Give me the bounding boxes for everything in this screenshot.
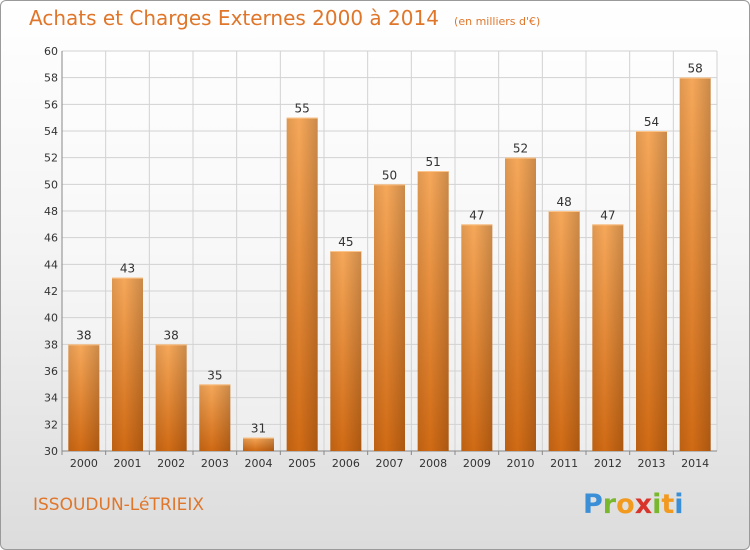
y-tick-label: 56 xyxy=(44,98,58,111)
y-tick-label: 46 xyxy=(44,232,58,245)
y-tick-label: 36 xyxy=(44,365,58,378)
y-tick-label: 44 xyxy=(44,258,58,271)
bar-shade xyxy=(636,131,667,451)
x-tick-label: 2000 xyxy=(70,457,98,470)
bar-shade xyxy=(505,157,536,451)
y-tick-label: 48 xyxy=(44,205,58,218)
data-label: 38 xyxy=(76,328,91,342)
bar-shade xyxy=(679,77,711,452)
x-tick-label: 2007 xyxy=(376,457,404,470)
data-label: 38 xyxy=(164,328,179,342)
y-tick-label: 50 xyxy=(44,178,58,191)
data-label: 35 xyxy=(207,368,222,382)
x-tick-label: 2011 xyxy=(550,457,578,470)
x-tick-label: 2012 xyxy=(594,457,622,470)
y-tick-label: 40 xyxy=(44,312,58,325)
bar-shade xyxy=(548,211,580,451)
x-tick-label: 2010 xyxy=(507,457,535,470)
y-tick-label: 30 xyxy=(44,445,58,458)
x-tick-label: 2014 xyxy=(681,457,709,470)
x-tick-label: 2013 xyxy=(638,457,666,470)
data-label: 54 xyxy=(644,115,659,129)
x-tick-label: 2005 xyxy=(288,457,316,470)
y-tick-label: 42 xyxy=(44,285,58,298)
bar-shade xyxy=(243,437,274,451)
x-tick-label: 2006 xyxy=(332,457,360,470)
data-label: 51 xyxy=(426,155,441,169)
bar-shade xyxy=(112,277,143,451)
y-tick-label: 52 xyxy=(44,152,58,165)
bar-layer xyxy=(68,77,711,452)
data-label: 58 xyxy=(688,62,703,76)
data-label: 43 xyxy=(120,262,135,276)
x-tick-label: 2009 xyxy=(463,457,491,470)
bar-shade xyxy=(68,344,100,451)
bar-shade xyxy=(417,171,449,451)
data-label: 48 xyxy=(557,195,572,209)
chart-subtitle: (en milliers d'€) xyxy=(454,15,541,28)
x-tick-label: 2008 xyxy=(419,457,447,470)
bar-shade xyxy=(155,344,187,451)
label-layer: 38 43 38 35 31 55 45 50 51 47 52 48 47 54 58 xyxy=(76,62,703,436)
y-tick-label: 60 xyxy=(44,45,58,58)
bar-shade xyxy=(374,184,405,452)
data-label: 47 xyxy=(600,208,615,222)
x-tick-label: 2003 xyxy=(201,457,229,470)
data-label: 47 xyxy=(469,208,484,222)
y-tick-label: 38 xyxy=(44,338,58,351)
data-label: 31 xyxy=(251,422,266,436)
bar-shade xyxy=(330,251,362,451)
proxiti-logo[interactable]: Proxiti xyxy=(583,489,684,520)
y-tick-label: 54 xyxy=(44,125,58,138)
data-label: 45 xyxy=(338,235,353,249)
data-label: 52 xyxy=(513,142,528,156)
y-tick-label: 32 xyxy=(44,418,58,431)
x-tick-label: 2002 xyxy=(157,457,185,470)
title-block: Achats et Charges Externes 2000 à 2014 (… xyxy=(29,6,540,30)
bar-shade xyxy=(592,224,624,451)
data-label: 55 xyxy=(295,102,310,116)
y-tick-label: 34 xyxy=(44,392,58,405)
chart-title: Achats et Charges Externes 2000 à 2014 xyxy=(29,6,439,30)
commune-name: ISSOUDUN-LéTRIEIX xyxy=(33,495,205,515)
bar-shade xyxy=(461,224,493,451)
x-tick-label: 2004 xyxy=(245,457,273,470)
data-label: 50 xyxy=(382,168,397,182)
bar-shade xyxy=(286,117,318,452)
x-tick-label: 2001 xyxy=(114,457,142,470)
y-tick-label: 58 xyxy=(44,72,58,85)
bar-shade xyxy=(199,384,231,451)
